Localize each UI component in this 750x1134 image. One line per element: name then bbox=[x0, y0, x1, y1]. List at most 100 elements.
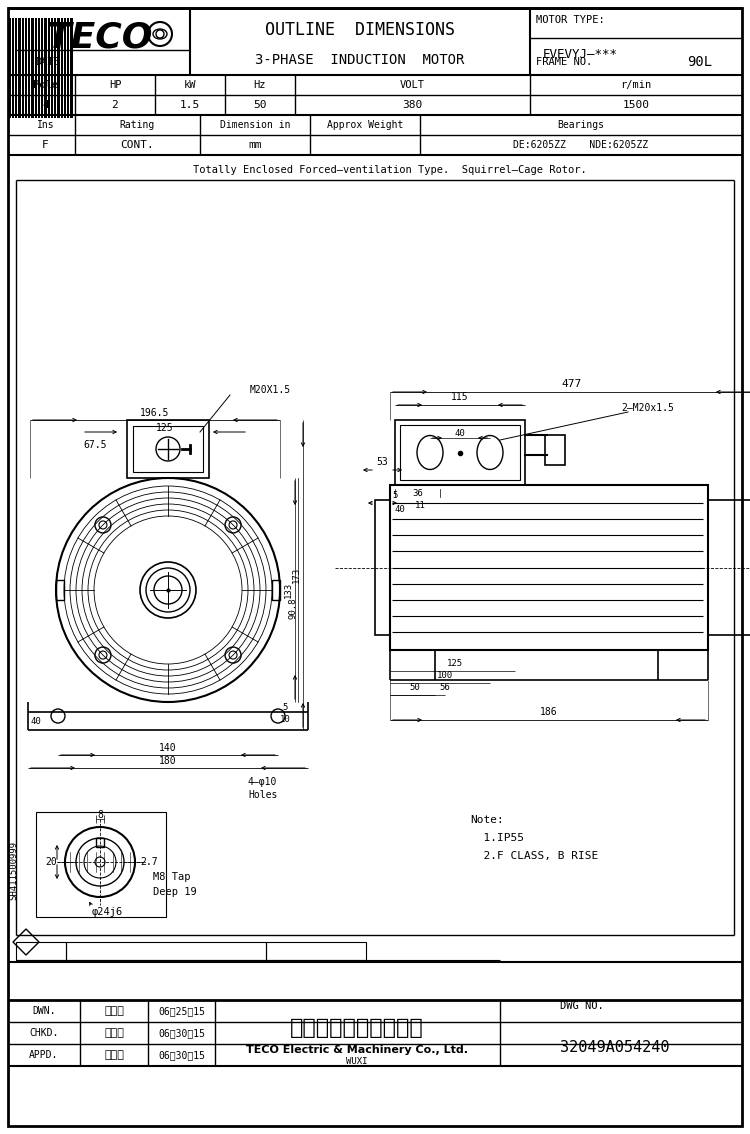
Text: 380: 380 bbox=[402, 100, 423, 110]
Bar bbox=[12, 18, 14, 118]
Text: 8: 8 bbox=[97, 810, 103, 820]
Bar bbox=[390, 485, 708, 650]
Text: 06‥30‥15: 06‥30‥15 bbox=[158, 1050, 206, 1060]
Bar bbox=[70, 18, 73, 118]
Text: CHKD.: CHKD. bbox=[29, 1029, 58, 1038]
Bar bbox=[25, 18, 27, 118]
Text: 67.5: 67.5 bbox=[83, 440, 106, 450]
Text: Dimension in: Dimension in bbox=[220, 120, 290, 130]
Bar bbox=[67, 18, 69, 118]
Text: 2.F CLASS, B RISE: 2.F CLASS, B RISE bbox=[470, 850, 598, 861]
Text: 4—φ10: 4—φ10 bbox=[248, 777, 278, 787]
Text: DATE: DATE bbox=[35, 57, 60, 67]
Bar bbox=[9, 18, 11, 118]
Text: kW: kW bbox=[184, 81, 196, 90]
Text: Totally Enclosed Forced—ventilation Type.  Squirrel—Cage Rotor.: Totally Enclosed Forced—ventilation Type… bbox=[194, 166, 586, 175]
Text: 11: 11 bbox=[415, 500, 425, 509]
Text: 32049A054240: 32049A054240 bbox=[560, 1041, 670, 1056]
Text: 06‥30‥15: 06‥30‥15 bbox=[158, 1029, 206, 1038]
Text: φ24j6: φ24j6 bbox=[92, 907, 123, 917]
Text: 40: 40 bbox=[394, 506, 405, 515]
Text: CONT.: CONT. bbox=[121, 139, 154, 150]
Bar bbox=[64, 18, 66, 118]
Text: 186: 186 bbox=[540, 706, 558, 717]
Bar bbox=[400, 425, 520, 480]
Text: Pole: Pole bbox=[33, 81, 58, 90]
Text: 5: 5 bbox=[282, 702, 288, 711]
Text: 藛敦高: 藛敦高 bbox=[104, 1029, 124, 1038]
Text: Note:: Note: bbox=[470, 815, 504, 826]
Text: 3-PHASE  INDUCTION  MOTOR: 3-PHASE INDUCTION MOTOR bbox=[255, 53, 465, 67]
Text: 郭聂良: 郭聂良 bbox=[104, 1050, 124, 1060]
Text: 季衰援: 季衰援 bbox=[104, 1006, 124, 1016]
Bar bbox=[54, 18, 56, 118]
Text: Holes: Holes bbox=[248, 790, 278, 799]
Text: Approx Weight: Approx Weight bbox=[327, 120, 404, 130]
Text: 4: 4 bbox=[42, 100, 49, 110]
Text: 125: 125 bbox=[156, 423, 174, 433]
Text: 1.IP55: 1.IP55 bbox=[470, 833, 524, 843]
Text: 36: 36 bbox=[413, 489, 423, 498]
Text: 40: 40 bbox=[31, 718, 41, 727]
Text: 180: 180 bbox=[159, 756, 177, 765]
Text: EVEVYJ—***: EVEVYJ—*** bbox=[542, 49, 617, 61]
Bar bbox=[16, 942, 66, 960]
Bar bbox=[51, 18, 53, 118]
Bar bbox=[545, 435, 565, 465]
Text: OUTLINE  DIMENSIONS: OUTLINE DIMENSIONS bbox=[265, 22, 455, 39]
Text: VOLT: VOLT bbox=[400, 81, 425, 90]
Text: M20X1.5: M20X1.5 bbox=[250, 386, 291, 395]
Bar bbox=[133, 426, 203, 472]
Text: 53: 53 bbox=[376, 457, 388, 467]
Bar bbox=[18, 18, 21, 118]
Text: MOTOR TYPE:: MOTOR TYPE: bbox=[536, 15, 604, 25]
Text: DWN.: DWN. bbox=[32, 1006, 56, 1016]
Text: 125: 125 bbox=[447, 659, 463, 668]
Text: 2.7: 2.7 bbox=[140, 857, 158, 868]
Text: 133: 133 bbox=[284, 582, 292, 598]
Text: F: F bbox=[42, 139, 49, 150]
Bar bbox=[61, 18, 63, 118]
Bar bbox=[127, 420, 209, 479]
Text: Hz: Hz bbox=[254, 81, 266, 90]
Bar bbox=[96, 838, 104, 847]
Bar bbox=[395, 420, 525, 485]
Text: 06‥25‥15: 06‥25‥15 bbox=[158, 1006, 206, 1016]
Bar bbox=[708, 500, 750, 635]
Text: FRAME NO.: FRAME NO. bbox=[536, 57, 592, 67]
Text: 196.5: 196.5 bbox=[140, 408, 170, 418]
Bar bbox=[35, 18, 37, 118]
Text: APPD.: APPD. bbox=[29, 1050, 58, 1060]
Text: r/min: r/min bbox=[620, 81, 652, 90]
Text: 173: 173 bbox=[292, 567, 301, 583]
Text: 東元電機股份有限公司: 東元電機股份有限公司 bbox=[290, 1018, 424, 1038]
Text: 50: 50 bbox=[254, 100, 267, 110]
Bar bbox=[36, 812, 166, 917]
Bar bbox=[57, 18, 60, 118]
Text: 2—M20x1.5: 2—M20x1.5 bbox=[622, 403, 674, 413]
Text: 115: 115 bbox=[452, 392, 469, 401]
Text: 100: 100 bbox=[437, 670, 453, 679]
Bar bbox=[15, 18, 17, 118]
Text: 90L: 90L bbox=[688, 56, 712, 69]
Text: 10: 10 bbox=[280, 716, 290, 725]
Bar bbox=[56, 579, 64, 600]
Bar bbox=[22, 18, 24, 118]
Text: 56: 56 bbox=[440, 683, 450, 692]
Text: Deep 19: Deep 19 bbox=[153, 887, 197, 897]
Text: 477: 477 bbox=[561, 379, 582, 389]
Text: DE:6205ZZ    NDE:6205ZZ: DE:6205ZZ NDE:6205ZZ bbox=[514, 139, 649, 150]
Text: 140: 140 bbox=[159, 743, 177, 753]
Text: 1500: 1500 bbox=[622, 100, 650, 110]
Text: TECO Electric & Machinery Co., Ltd.: TECO Electric & Machinery Co., Ltd. bbox=[246, 1046, 468, 1055]
Bar bbox=[41, 18, 43, 118]
Text: HP: HP bbox=[109, 81, 122, 90]
Text: 50: 50 bbox=[410, 683, 420, 692]
Bar bbox=[44, 18, 47, 118]
Text: 5: 5 bbox=[392, 491, 398, 499]
Text: SH411500999: SH411500999 bbox=[10, 840, 19, 899]
Bar bbox=[272, 579, 280, 600]
Text: 90.8: 90.8 bbox=[289, 598, 298, 619]
Bar bbox=[31, 18, 34, 118]
Bar bbox=[28, 18, 30, 118]
